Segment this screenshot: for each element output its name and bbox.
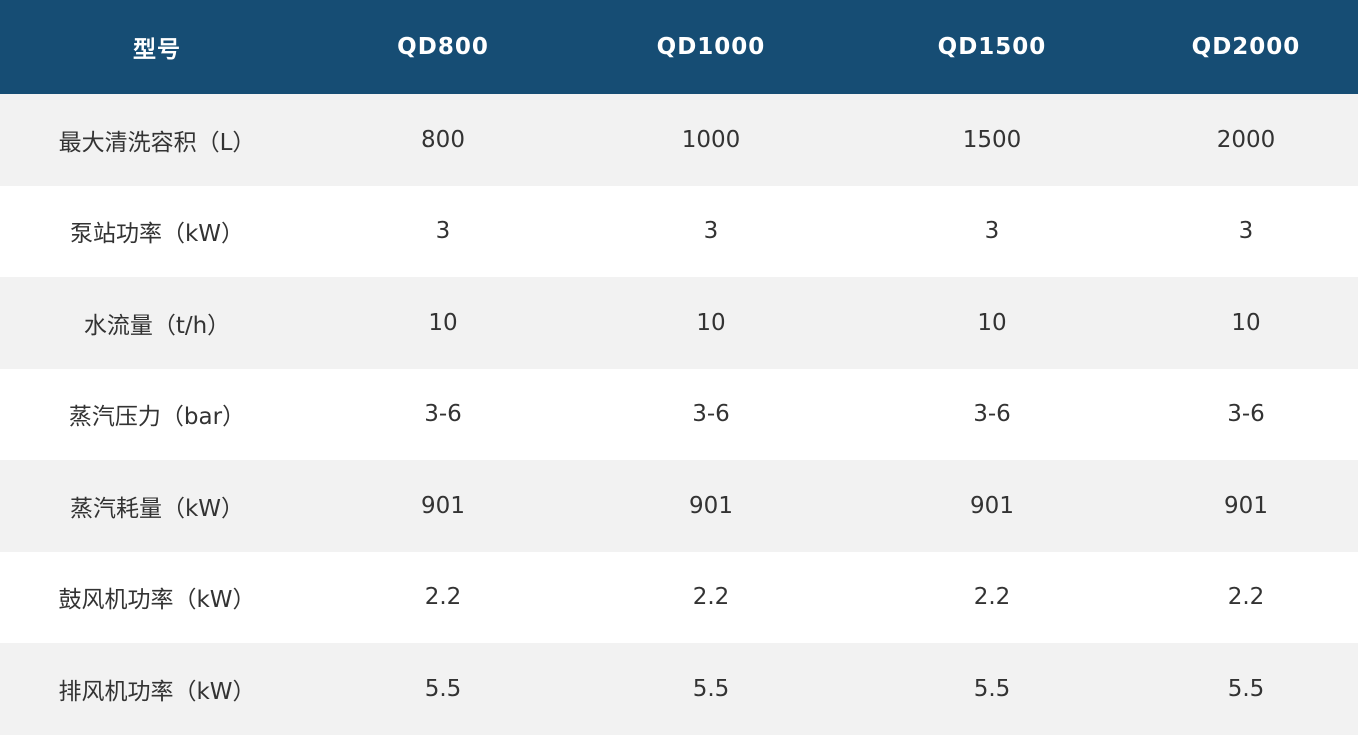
table-cell: 3-6 xyxy=(973,401,1011,428)
table-cell: 901 xyxy=(1224,492,1268,519)
table-cell: 3-6 xyxy=(1227,401,1265,428)
row-label: 蒸汽耗量（kW） xyxy=(69,495,245,522)
row-label: 鼓风机功率（kW） xyxy=(58,587,256,614)
table-cell: 5.5 xyxy=(692,675,730,702)
table-header: 型号 QD800 QD1000 QD1500 QD2000 xyxy=(0,0,1358,94)
table-cell: 3-6 xyxy=(692,401,730,428)
table-cell: 2.2 xyxy=(973,584,1011,611)
table-row: 最大清洗容积（L） 800 1000 1500 2000 xyxy=(0,94,1358,186)
table-cell: 3-6 xyxy=(424,401,462,428)
row-label: 最大清洗容积（L） xyxy=(58,129,256,156)
header-row: 型号 QD800 QD1000 QD1500 QD2000 xyxy=(0,0,1358,94)
table-cell: 10 xyxy=(977,309,1007,336)
table-cell: 3 xyxy=(703,218,719,245)
row-label: 排风机功率（kW） xyxy=(58,678,256,705)
table-cell: 901 xyxy=(689,492,733,519)
table-cell: 3 xyxy=(984,218,1000,245)
table-cell: 5.5 xyxy=(424,675,462,702)
table-row: 鼓风机功率（kW） 2.2 2.2 2.2 2.2 xyxy=(0,551,1358,643)
table-row: 蒸汽压力（bar） 3-6 3-6 3-6 3-6 xyxy=(0,368,1358,460)
table-cell: 2.2 xyxy=(692,584,730,611)
table-row: 排风机功率（kW） 5.5 5.5 5.5 5.5 xyxy=(0,643,1358,735)
table-cell: 5.5 xyxy=(1227,675,1265,702)
table-cell: 10 xyxy=(1231,309,1261,336)
table-row: 泵站功率（kW） 3 3 3 3 xyxy=(0,185,1358,277)
table-cell: 2.2 xyxy=(1227,584,1265,611)
table-cell: 901 xyxy=(970,492,1014,519)
table-cell: 10 xyxy=(428,309,458,336)
table-body: 最大清洗容积（L） 800 1000 1500 2000 泵站功率（kW） 3 3 3 3 水流量（… xyxy=(0,94,1358,735)
row-label: 水流量（t/h） xyxy=(83,312,231,339)
header-cell: QD2000 xyxy=(1191,34,1301,60)
table-row: 蒸汽耗量（kW） 901 901 901 901 xyxy=(0,460,1358,552)
table-cell: 1500 xyxy=(962,126,1022,153)
header-cell: QD1500 xyxy=(937,34,1047,60)
table-cell: 5.5 xyxy=(973,675,1011,702)
table-cell: 800 xyxy=(421,126,465,153)
table-cell: 901 xyxy=(421,492,465,519)
header-cell: QD800 xyxy=(397,34,489,60)
header-cell: QD1000 xyxy=(656,34,766,60)
table-cell: 3 xyxy=(1238,218,1254,245)
table-cell: 2.2 xyxy=(424,584,462,611)
table-cell: 1000 xyxy=(681,126,741,153)
table-cell: 10 xyxy=(696,309,726,336)
table-row: 水流量（t/h） 10 10 10 10 xyxy=(0,277,1358,369)
row-label: 蒸汽压力（bar） xyxy=(68,404,246,431)
row-label: 泵站功率（kW） xyxy=(69,221,245,248)
header-cell: 型号 xyxy=(133,37,181,63)
table-cell: 2000 xyxy=(1216,126,1276,153)
table-cell: 3 xyxy=(435,218,451,245)
